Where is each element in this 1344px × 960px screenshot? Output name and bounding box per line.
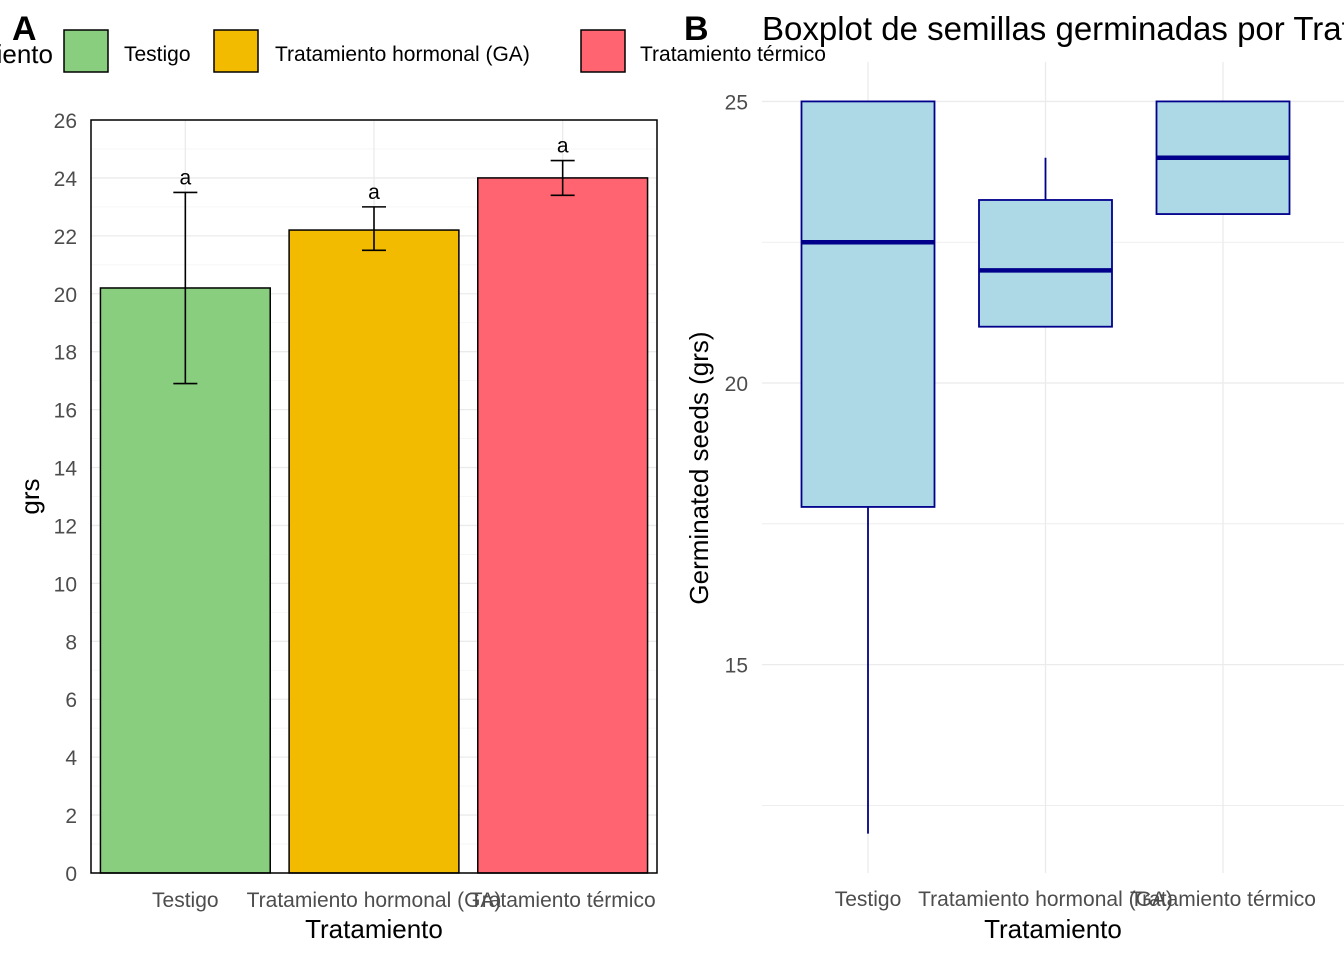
y-tick-label: 2 — [65, 805, 77, 828]
bar-chart-plot-border — [90, 119, 658, 874]
y-tick-label: 16 — [54, 400, 77, 423]
legend-swatch — [63, 29, 109, 73]
legend-label: Testigo — [124, 43, 191, 66]
bar-chart-bars — [99, 177, 649, 874]
bar-chart-x-axis-label: Tratamiento — [305, 914, 443, 944]
bar-chart-y-axis-label: grs — [15, 478, 45, 514]
y-tick-label: 20 — [54, 284, 77, 307]
y-tick-label: 25 — [725, 91, 748, 114]
y-tick-label: 10 — [54, 573, 77, 596]
bar-chart-x-ticks: Testigo Tratamiento hormonal (GA)Tratamie… — [152, 889, 656, 912]
bar — [477, 177, 649, 874]
significance-label: a — [368, 181, 380, 204]
boxplot-y-axis-label: Germinated seeds (grs) — [684, 331, 714, 604]
y-tick-label: 15 — [725, 655, 748, 678]
bar — [288, 229, 460, 874]
y-tick-label: 22 — [54, 226, 77, 249]
panel-tag-b: B — [684, 10, 709, 48]
bar-chart-error-bars — [173, 159, 575, 385]
legend-items: Testigo Tratamiento hormonal (GA) Tratamie… — [63, 29, 826, 73]
y-tick-label: 26 — [54, 110, 77, 133]
bar — [99, 287, 271, 874]
y-tick-label: 8 — [65, 631, 77, 654]
y-tick-label: 20 — [725, 373, 748, 396]
legend-title: Tratamiento — [0, 39, 53, 69]
y-tick-label: 0 — [65, 863, 77, 886]
x-tick-label: Tratamiento hormonal (GA) — [918, 888, 1173, 911]
y-tick-label: 4 — [65, 747, 77, 770]
legend-label: Tratamiento hormonal (GA) — [275, 43, 530, 66]
legend-label: Tratamiento térmico — [640, 43, 826, 66]
boxplot-box — [800, 100, 936, 508]
y-tick-label: 18 — [54, 342, 77, 365]
y-tick-label: 12 — [54, 515, 77, 538]
legend: Tratamiento Testigo Tratamiento hormonal … — [0, 29, 826, 73]
boxplot-x-axis-label: Tratamiento — [984, 914, 1122, 944]
y-tick-label: 14 — [54, 458, 78, 481]
x-tick-label: Testigo — [835, 888, 902, 911]
boxplot-title: Boxplot de semillas germinadas por Trata… — [762, 10, 1344, 47]
legend-swatch — [213, 29, 259, 73]
boxplot-y-ticks: 15 20 25 — [725, 91, 748, 677]
boxplot-box — [978, 199, 1113, 328]
boxplot-boxes — [800, 100, 1291, 834]
boxplot-x-ticks: Testigo Tratamiento hormonal (GA)Tratamie… — [835, 888, 1316, 911]
x-tick-label: Tratamiento térmico — [470, 889, 656, 912]
x-tick-label: Testigo — [152, 889, 219, 912]
panel-tag-a: A — [12, 10, 37, 48]
significance-label: a — [557, 135, 569, 158]
y-tick-label: 6 — [65, 689, 77, 712]
bar-chart-significance-labels: a a a — [179, 135, 568, 204]
legend-swatch — [580, 29, 626, 73]
significance-label: a — [179, 166, 191, 189]
y-tick-label: 24 — [54, 168, 78, 191]
x-tick-label: Tratamiento hormonal (GA) — [247, 889, 502, 912]
x-tick-label: Tratamiento térmico — [1130, 888, 1316, 911]
